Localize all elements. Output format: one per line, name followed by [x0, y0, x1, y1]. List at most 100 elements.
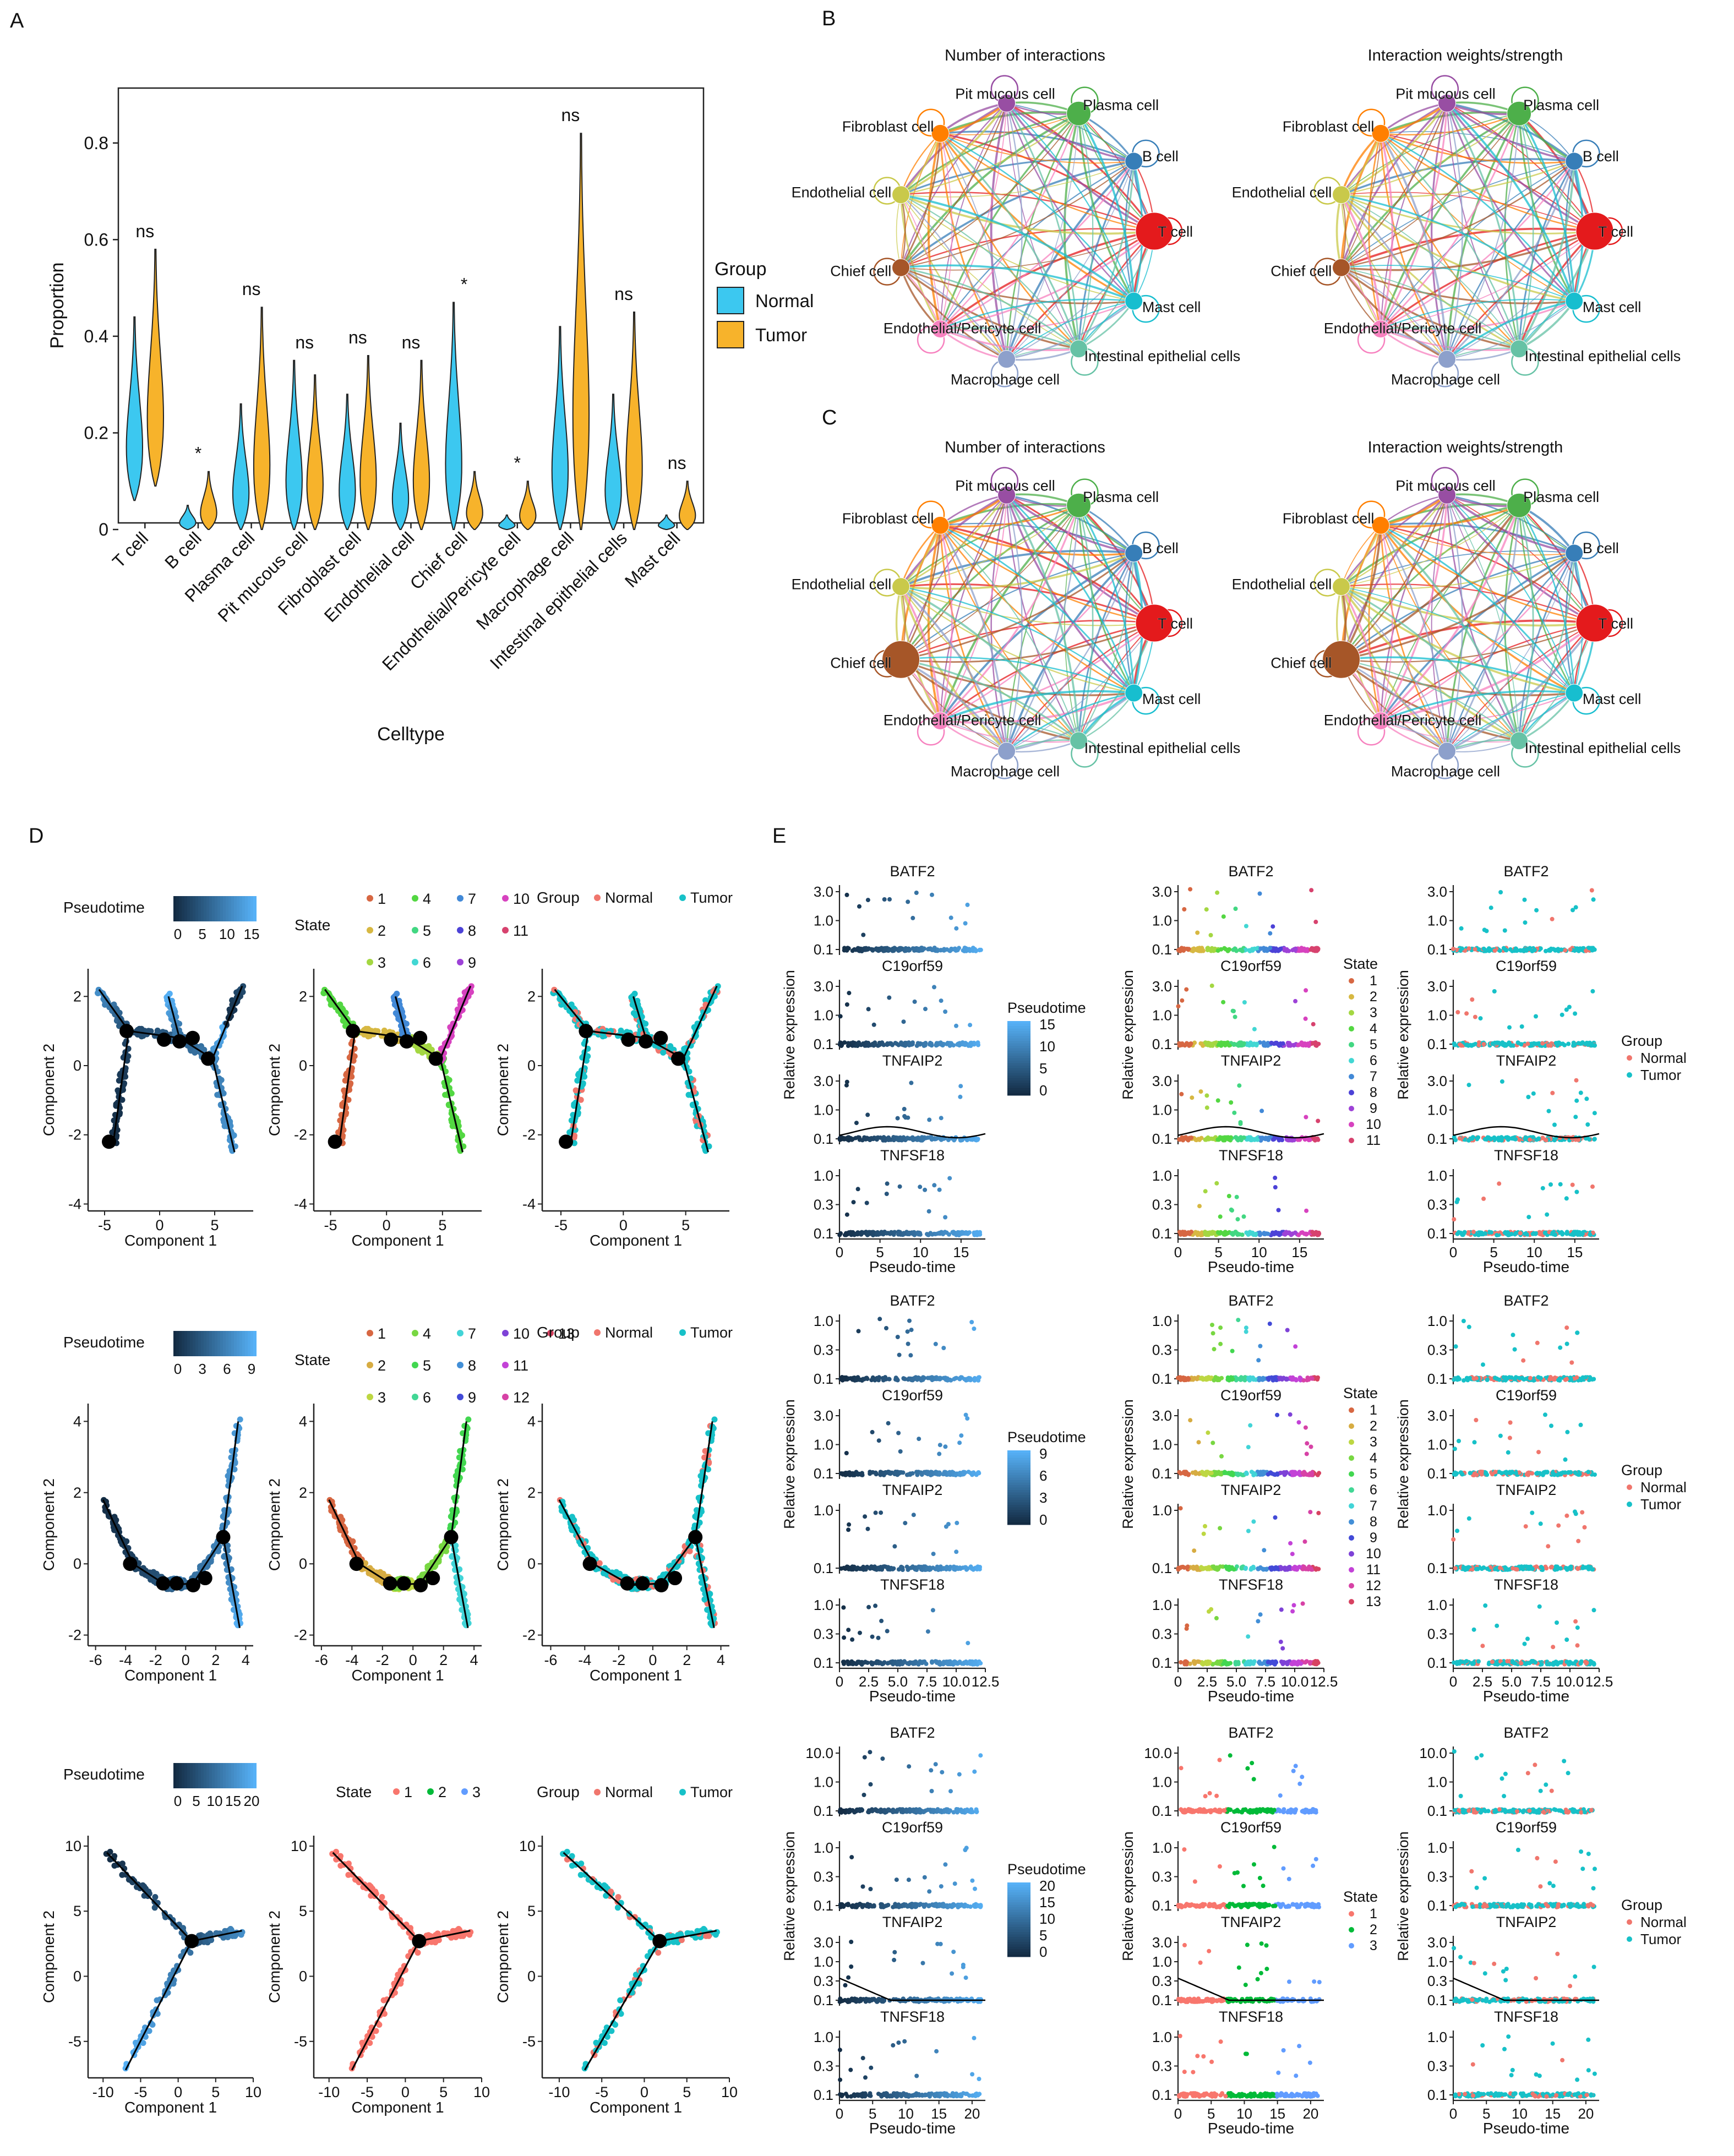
interaction-edge — [1341, 656, 1575, 694]
branch-node — [635, 1576, 650, 1591]
expr-point — [975, 1137, 980, 1142]
y-tick-label: 0 — [73, 1555, 81, 1572]
interaction-edge — [1340, 194, 1382, 329]
node-label: Pit mucous cell — [1395, 86, 1496, 102]
interaction-edge — [1006, 494, 1135, 554]
expr-point — [844, 1083, 849, 1088]
network-node — [997, 350, 1016, 369]
violin-tumor — [306, 374, 324, 530]
x-tick-label: -5 — [361, 2084, 374, 2100]
node-label: T cell — [1598, 615, 1633, 632]
node-label: Macrophage cell — [951, 763, 1060, 780]
y-axis-title: Component 2 — [40, 1911, 57, 2003]
interaction-edge — [900, 586, 1008, 752]
expr-point — [1242, 1000, 1247, 1005]
expr-point — [968, 1023, 973, 1028]
network-title: Number of interactions — [945, 47, 1105, 64]
expr-point — [939, 998, 944, 1003]
expr-point — [1316, 1041, 1321, 1046]
x-tick-label: -6 — [89, 1652, 102, 1668]
expr-point — [890, 1042, 895, 1047]
self-loop — [917, 500, 945, 528]
significance-label: ns — [135, 221, 154, 241]
expr-point — [1253, 1042, 1258, 1047]
node-label: Plasma cell — [1523, 97, 1599, 113]
branch-node — [396, 1576, 411, 1591]
interaction-edge — [1078, 505, 1135, 694]
expr-point — [885, 1181, 890, 1186]
violin-normal — [126, 316, 144, 501]
branch-node — [621, 1032, 636, 1047]
expr-point — [844, 948, 849, 953]
expr-point — [1288, 1043, 1293, 1048]
legend-label: Normal — [755, 291, 814, 311]
panel-label-a: A — [10, 9, 24, 32]
branch-node — [413, 1030, 428, 1045]
cell-point — [419, 1049, 426, 1056]
violin-tumor — [359, 355, 377, 530]
expr-point — [884, 1192, 889, 1196]
y-tick-label: 3.0 — [814, 1073, 833, 1089]
expr-point — [929, 1041, 934, 1046]
y-tick-label: 0.1 — [814, 941, 833, 958]
y-tick-label: 1.0 — [1152, 913, 1172, 929]
interaction-edge — [899, 102, 1007, 195]
expr-point — [934, 1136, 939, 1141]
legend-label: 1 — [378, 1325, 386, 1342]
legend-label: 2 — [378, 923, 386, 939]
y-tick-label: -4 — [522, 1196, 536, 1212]
node-label: Endothelial/Pericyte cell — [1324, 712, 1482, 729]
branch-node — [413, 1578, 428, 1592]
node-label: Intestinal epithelial cells — [1084, 348, 1241, 364]
expr-point — [895, 1041, 899, 1046]
expr-point — [897, 1231, 902, 1236]
node-label: Mast cell — [1142, 691, 1201, 707]
legend-label: 11 — [513, 923, 528, 939]
cell-point — [380, 1997, 387, 2004]
node-label: Intestinal epithelial cells — [1525, 348, 1681, 364]
cell-point — [596, 1560, 603, 1566]
expr-point — [1195, 930, 1200, 935]
network-node — [1125, 684, 1143, 702]
branch-node — [639, 1034, 653, 1049]
expr-point — [1270, 924, 1275, 929]
expr-point — [926, 947, 930, 952]
expr-point — [865, 947, 870, 952]
x-tick-label: 0 — [836, 1244, 843, 1260]
expr-point — [907, 1230, 912, 1235]
x-tick-label: -6 — [315, 1652, 328, 1668]
network-node — [1371, 712, 1390, 730]
x-tick-label: -5 — [595, 2084, 608, 2100]
network-node — [1575, 212, 1614, 250]
y-tick-label: 1.0 — [814, 913, 833, 929]
expr-point — [1191, 946, 1196, 951]
legend-label: 1 — [378, 891, 386, 907]
interaction-edge — [1446, 102, 1575, 162]
interaction-edge — [1446, 102, 1575, 302]
interaction-edge — [900, 267, 1007, 360]
x-tick-label: 5 — [683, 2084, 691, 2100]
interaction-edge — [1380, 525, 1393, 721]
gene-title: C19orf59 — [882, 958, 943, 974]
branch-node — [119, 1024, 134, 1039]
interaction-edge — [901, 161, 1134, 198]
expr-point — [866, 1007, 871, 1012]
cell-point — [125, 1053, 132, 1060]
legend-dot — [367, 1362, 373, 1368]
expr-point — [864, 1200, 869, 1205]
y-axis-title: Component 2 — [266, 1911, 283, 2003]
cell-point — [460, 1933, 466, 1939]
network-title: Interaction weights/strength — [1368, 439, 1563, 456]
node-label: Fibroblast cell — [842, 118, 934, 135]
node-label: B cell — [1142, 148, 1179, 165]
node-label: Chief cell — [1270, 654, 1332, 671]
network-node — [931, 124, 950, 143]
interaction-edge — [940, 719, 1079, 741]
violin-tumor — [519, 481, 537, 530]
expr-point — [1263, 1042, 1268, 1047]
cell-point — [673, 1938, 679, 1945]
expr-point — [912, 999, 917, 1004]
expr-point — [944, 1041, 949, 1046]
expr-point — [958, 1094, 963, 1099]
cell-point — [655, 1950, 662, 1956]
